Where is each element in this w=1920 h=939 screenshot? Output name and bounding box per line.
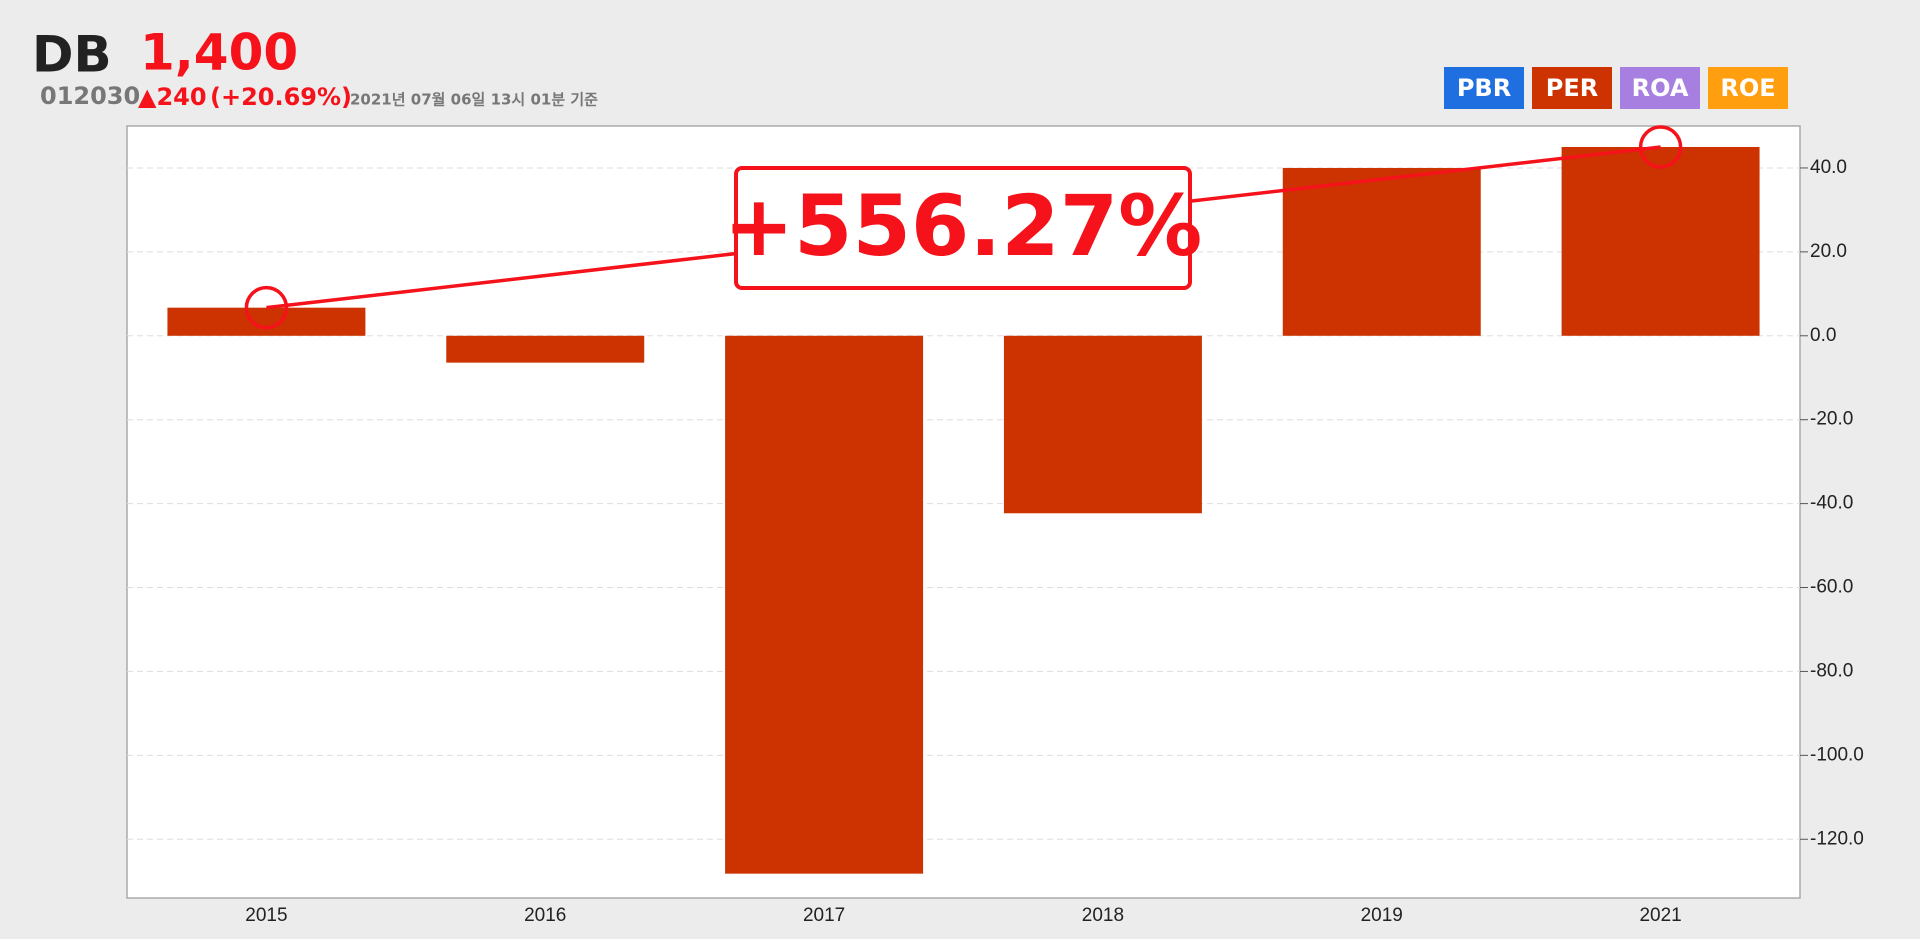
y-tick-label: -120.0 [1810,828,1864,849]
bar [1282,167,1481,336]
bar [1561,146,1760,336]
end-marker [1638,125,1683,169]
y-tick-label: -20.0 [1810,409,1853,430]
annotation-text: +556.27% [724,177,1203,275]
metric-button-label[interactable]: PBR [1457,74,1511,102]
y-tick-label: 20.0 [1810,241,1847,262]
bar [1003,335,1202,514]
metric-button-label[interactable]: PER [1546,74,1598,102]
metric-button[interactable] [1444,67,1524,109]
price-change: ▲240 [138,83,207,111]
y-tick-label: 0.0 [1810,325,1836,346]
y-tick-label: 40.0 [1810,157,1847,178]
x-tick-label: 2019 [1361,905,1403,926]
y-tick-label: -60.0 [1810,577,1853,598]
metric-button[interactable] [1620,67,1700,109]
x-tick-label: 2015 [245,905,287,926]
y-tick-label: -100.0 [1810,744,1864,765]
start-marker [244,285,289,330]
bar [725,335,924,874]
timestamp: 2021년 07월 06일 13시 01분 기준 [350,91,598,109]
price-change-pct: (+20.69%) [210,83,352,111]
metric-button[interactable] [1532,67,1612,109]
metric-button-label[interactable]: ROE [1720,74,1775,102]
stock-price: 1,400 [140,24,298,82]
bar [167,307,366,336]
x-tick-label: 2017 [803,905,845,926]
x-tick-label: 2016 [524,905,566,926]
stock-name: DB [32,26,112,84]
metric-button-label[interactable]: ROA [1632,74,1689,102]
x-tick-label: 2018 [1082,905,1124,926]
stock-code: 012030 [40,82,140,110]
metric-button[interactable] [1708,67,1788,109]
bar [446,335,645,363]
y-tick-label: -80.0 [1810,660,1853,681]
y-tick-label: -40.0 [1810,493,1853,514]
annotation-box [734,166,1192,290]
x-tick-label: 2021 [1639,905,1681,926]
